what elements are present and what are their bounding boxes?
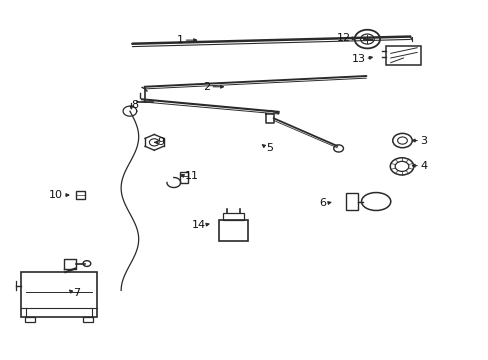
Text: 14: 14 bbox=[191, 220, 205, 230]
Bar bbox=[21, 272, 97, 317]
Text: 11: 11 bbox=[184, 171, 199, 181]
Bar bbox=[25, 317, 35, 322]
Text: 1: 1 bbox=[176, 35, 183, 45]
Circle shape bbox=[333, 145, 343, 152]
Text: 9: 9 bbox=[158, 138, 164, 147]
Bar bbox=[83, 317, 93, 322]
Text: 4: 4 bbox=[419, 161, 427, 171]
Text: 6: 6 bbox=[319, 198, 326, 208]
Text: 12: 12 bbox=[336, 33, 350, 43]
Text: 10: 10 bbox=[49, 190, 63, 200]
Text: 2: 2 bbox=[203, 82, 210, 92]
Text: 13: 13 bbox=[351, 54, 365, 64]
Text: 5: 5 bbox=[266, 143, 273, 153]
Bar bbox=[385, 46, 420, 64]
Text: 3: 3 bbox=[419, 136, 426, 145]
Bar bbox=[345, 193, 357, 211]
Bar bbox=[223, 213, 244, 220]
Bar bbox=[219, 220, 248, 241]
Text: 8: 8 bbox=[131, 100, 138, 110]
Bar bbox=[76, 191, 85, 199]
Bar bbox=[179, 172, 188, 183]
Text: 7: 7 bbox=[73, 288, 80, 298]
